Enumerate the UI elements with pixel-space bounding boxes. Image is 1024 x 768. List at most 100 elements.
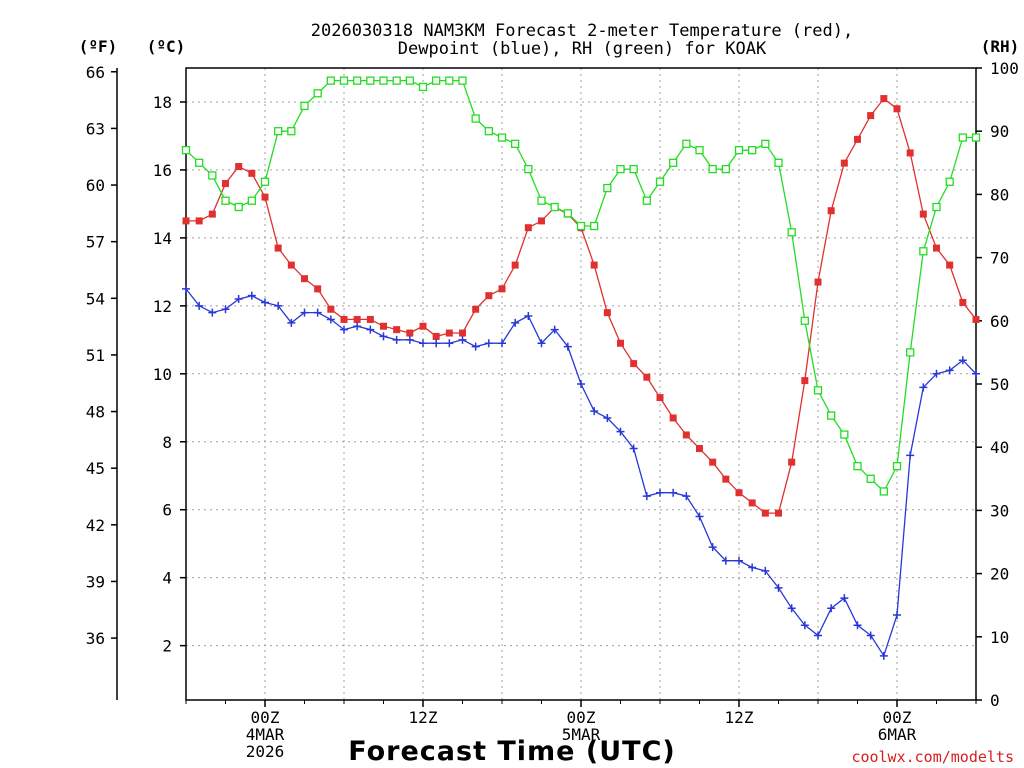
rh-point [326,76,335,85]
dewpoint-point [669,488,678,497]
rh-point [682,139,691,148]
rh-point [274,127,283,136]
rh-point [195,158,204,167]
c-tick-label: 6 [162,501,172,520]
dewpoint-point [919,383,928,392]
rh-point [432,76,441,85]
2-meter-temperature-point [498,285,506,293]
dewpoint-point [471,342,480,351]
2-meter-temperature-point [906,149,914,157]
2-meter-temperature-point [603,309,611,317]
2-meter-temperature-point [472,305,480,313]
f-tick-label: 57 [86,233,105,252]
dewpoint-point [182,284,190,293]
2-meter-temperature-point [353,315,361,323]
2-meter-temperature-point [854,135,861,143]
dewpoint-point [498,339,506,348]
x-axis-label: Forecast Time (UTC) [348,736,675,767]
rh-point [313,89,322,98]
dewpoint-point [866,631,875,640]
2-meter-temperature-point [959,298,967,306]
chart-title-line2: Dewpoint (blue), RH (green) for KOAK [398,39,767,59]
rh-tick-label: 20 [990,565,1009,584]
2-meter-temperature-point [656,394,664,402]
x-tick-label: 12Z [409,708,438,727]
x-tick-label: 4MAR [246,725,285,744]
2-meter-temperature-point [406,329,414,337]
dewpoint-point [563,342,572,351]
rh-point [576,221,586,231]
rh-point [234,202,243,212]
rh-point [260,177,270,186]
rh-point [616,164,625,174]
x-tick-label: 5MAR [562,725,601,744]
rh-point [603,183,612,193]
rh-point [919,247,928,256]
rh-point [642,196,651,205]
2-meter-temperature-point [775,509,782,517]
dewpoint-point [721,556,730,565]
rh-point [563,209,572,218]
rh-point [879,487,888,496]
2-meter-temperature-point [709,458,717,466]
dewpoint-point [432,339,441,348]
dewpoint-point [708,543,717,552]
2-meter-temperature-point [722,475,730,483]
dewpoint-point [353,322,362,331]
dewpoint-point [682,492,691,501]
dewpoint-point [840,594,849,603]
c-tick-label: 10 [153,365,172,384]
c-tick-label: 8 [162,433,172,452]
rh-point [300,101,309,111]
rh-point [827,411,836,420]
f-tick-label: 39 [86,572,105,591]
x-tick-label: 12Z [725,708,754,727]
2-meter-temperature-point [919,210,927,218]
2-meter-temperature-point [432,332,440,340]
rh-point [511,139,520,148]
rh-point [655,177,665,186]
2-meter-temperature-point [366,315,374,323]
dewpoint-point [800,621,809,630]
unit-label-celsius: (ºC) [147,37,186,56]
2-meter-temperature-point [696,445,703,453]
dewpoint-point [774,583,783,592]
2-meter-temperature-point [182,217,190,225]
f-tick-label: 63 [86,119,105,138]
dewpoint-point [603,413,612,422]
f-tick-label: 66 [86,63,105,82]
2-meter-temperature-point [274,244,282,252]
rh-point [353,76,362,85]
dewpoint-point [656,488,664,497]
2-meter-temperature-point [814,278,822,286]
dewpoint-point [221,305,230,314]
rh-tick-label: 100 [990,59,1019,78]
rh-point [471,114,480,123]
dewpoint-point [577,380,585,388]
dewpoint-point [326,315,335,324]
f-tick-label: 54 [86,289,105,308]
2-meter-temperature-point [880,95,888,103]
rh-point [866,474,875,483]
rh-point [958,133,967,142]
2-meter-temperature-line [186,97,977,514]
2-meter-temperature-point [788,458,796,466]
2-meter-temperature-point [590,261,598,269]
dewpoint-point [247,291,256,300]
rh-point [748,146,757,155]
dewpoint-point [208,308,217,317]
dewpoint-point [590,407,599,416]
rh-point [458,76,467,85]
rh-point [339,76,349,85]
dewpoint-point [340,325,348,334]
dewpoint-point [550,325,559,334]
rh-point [208,171,217,180]
rh-point [800,316,809,325]
rh-point [813,386,823,395]
x-tick-label: 00Z [883,708,912,727]
2-meter-temperature-point [419,322,427,330]
dewpoint-series [182,284,980,660]
rh-point [537,196,546,205]
2-meter-temperature-point [327,305,335,313]
rh-tick-label: 30 [990,501,1009,520]
